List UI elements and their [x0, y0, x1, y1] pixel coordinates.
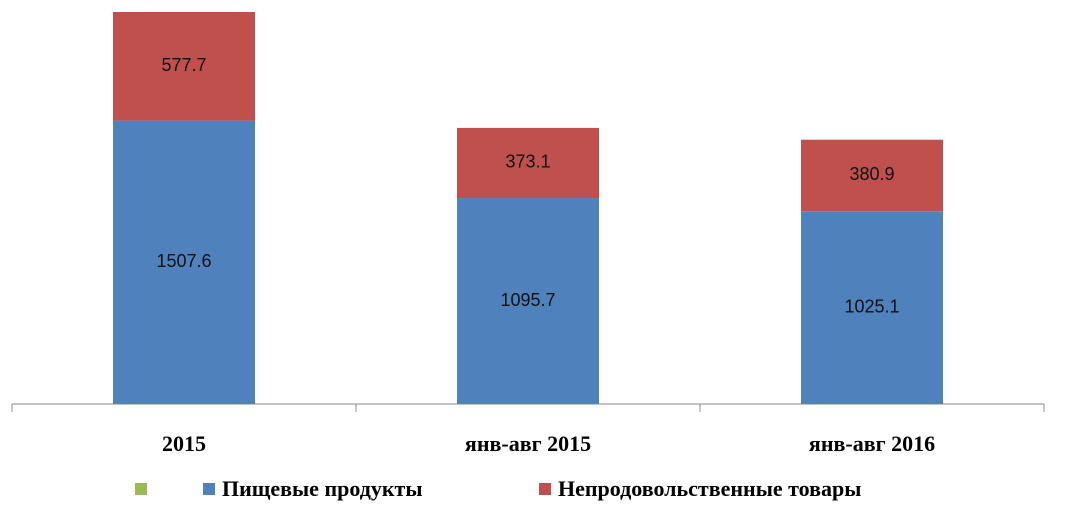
bar-segment	[113, 120, 255, 404]
bar-segment	[801, 211, 943, 404]
x-tick-label: 2015	[162, 431, 206, 456]
bar-segment	[801, 139, 943, 212]
data-label: 1025.1	[844, 296, 899, 316]
bar-segment	[457, 198, 599, 404]
legend-swatch	[539, 483, 551, 495]
data-label: 1507.6	[156, 251, 211, 271]
legend-label: Непродовольственные товары	[558, 476, 861, 501]
legend-swatch	[203, 483, 215, 495]
legend-label: Пищевые продукты	[222, 476, 423, 501]
x-tick-label: янв-авг 2016	[809, 431, 935, 456]
bar-segment	[457, 127, 599, 199]
data-label: 380.9	[849, 164, 894, 184]
legend-swatch	[135, 483, 147, 495]
data-label: 373.1	[505, 152, 550, 172]
x-tick-label: янв-авг 2015	[465, 431, 591, 456]
data-label: 1095.7	[500, 290, 555, 310]
bar-segment	[113, 12, 255, 121]
data-label: 577.7	[161, 55, 206, 75]
